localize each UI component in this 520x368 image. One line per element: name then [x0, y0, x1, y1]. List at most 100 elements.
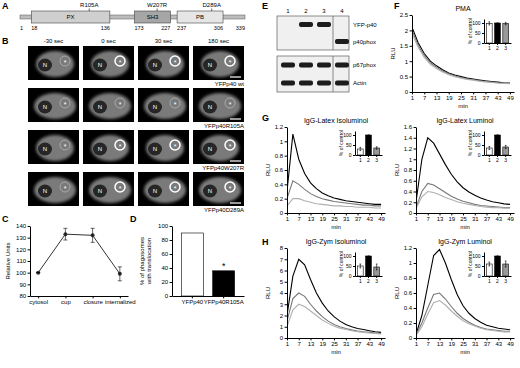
tick [475, 213, 476, 215]
y-axis: 00.511.522.5 [400, 12, 413, 95]
tick-label: 37 [484, 341, 491, 347]
tick-group: 2 [496, 155, 499, 163]
tick-group: 37 [355, 213, 362, 222]
tick-group: 100 [472, 20, 484, 26]
band [317, 22, 331, 27]
micrograph: N* [193, 46, 244, 80]
tick [322, 338, 323, 340]
tick [285, 156, 287, 157]
tick-label: 7 [427, 341, 431, 347]
phagosome-marker: * [174, 101, 177, 108]
error-cap [497, 256, 499, 257]
phagosome-marker: * [174, 185, 177, 192]
phagosome [225, 140, 235, 150]
bar [181, 233, 203, 296]
tick [120, 296, 121, 298]
phagosome [170, 140, 180, 150]
nucleus-marker: N [98, 62, 102, 68]
x-axis: 123 [356, 276, 383, 284]
phagosome-marker: * [174, 59, 177, 66]
tick [192, 296, 193, 298]
tick [28, 296, 30, 297]
tick-group: 50 [475, 263, 484, 269]
tick [414, 127, 416, 128]
cell [144, 93, 186, 119]
tick-label: 0.4 [404, 189, 413, 195]
chart: 0123456781713192531374349IgG-Zym Isolumi… [265, 238, 386, 355]
tick [170, 240, 172, 241]
tick-group: 1 [409, 157, 416, 163]
tick-group: 1.2 [275, 124, 287, 130]
band-label: Actin [353, 80, 366, 86]
tick-group: YFPp40R105A [204, 296, 244, 305]
tick-group: 13 [308, 213, 315, 222]
tick-group: 7 [423, 92, 427, 101]
tick-label: 100 [343, 253, 352, 259]
tick-label: 37 [355, 216, 362, 222]
tick-label: 25 [458, 95, 465, 101]
position-label: 18 [31, 25, 37, 31]
plot-marks [181, 233, 234, 296]
phagosome-marker: * [229, 185, 232, 192]
x-axis: 1713192531374349 [415, 338, 515, 347]
axis-line [484, 132, 485, 156]
error-line [119, 267, 120, 281]
tick-label: 0.6 [404, 290, 413, 296]
plot-marks [416, 250, 510, 336]
tick [285, 304, 287, 305]
phagosome [170, 56, 180, 66]
tick-label: 130 [16, 235, 27, 241]
axis-line [413, 92, 515, 93]
y-axis-title: RLU [394, 164, 400, 176]
tick-group: 31 [343, 213, 350, 222]
tick-group: 19 [448, 338, 455, 347]
axis-line [355, 132, 356, 156]
tick-group: 13 [437, 338, 444, 347]
tick-label: 0.2 [275, 196, 284, 202]
tick-group: 2 [367, 155, 370, 163]
phagosome-marker: * [174, 143, 177, 150]
tick [463, 213, 464, 215]
error-cap [368, 135, 370, 136]
tick [285, 271, 287, 272]
panel-label: G [262, 113, 269, 123]
chart: 050100123% of control [467, 251, 512, 284]
annotation: * [222, 261, 226, 271]
tick-group: 7 [427, 213, 431, 222]
micrograph: N* [138, 130, 189, 164]
figure: ABCDEFGH1339PX18136SH3173227PB237306R105… [0, 0, 520, 368]
tick-label: closure [83, 299, 103, 305]
band [317, 81, 331, 86]
tick [487, 338, 488, 340]
panel-label: F [394, 1, 400, 11]
tick-label: 50 [475, 30, 481, 36]
error-cap [488, 149, 490, 150]
y-axis: 012345678 [280, 245, 288, 341]
phagosome [170, 182, 180, 192]
error-cap [488, 262, 490, 263]
tick-label: 50 [475, 142, 481, 148]
tick-group: 13 [434, 92, 441, 101]
position-label: 173 [134, 25, 143, 31]
nucleus-marker: N [153, 104, 157, 110]
tick-label: 0 [409, 335, 413, 341]
tick-label: 37 [484, 216, 491, 222]
band [299, 63, 313, 68]
tick-group: 8 [280, 245, 287, 251]
error-cap [505, 24, 507, 25]
tick-group: 0.4 [404, 189, 416, 195]
tick-label: 7 [280, 257, 284, 263]
tick-group: 31 [472, 338, 479, 347]
tick [311, 338, 312, 340]
tick-label: 19 [448, 216, 455, 222]
error-cap [497, 23, 499, 24]
tick-label: 49 [507, 341, 514, 347]
error-cap [376, 270, 378, 271]
chart: 020406080100YFPp40YFPp40R105A*% of phago… [139, 223, 245, 305]
tick-label: 5 [280, 279, 284, 285]
tick-group: 25 [331, 213, 338, 222]
tick [487, 213, 488, 215]
tick-label: 100 [16, 270, 27, 276]
plot-marks [486, 256, 508, 276]
tick-group: 2 [496, 276, 499, 284]
